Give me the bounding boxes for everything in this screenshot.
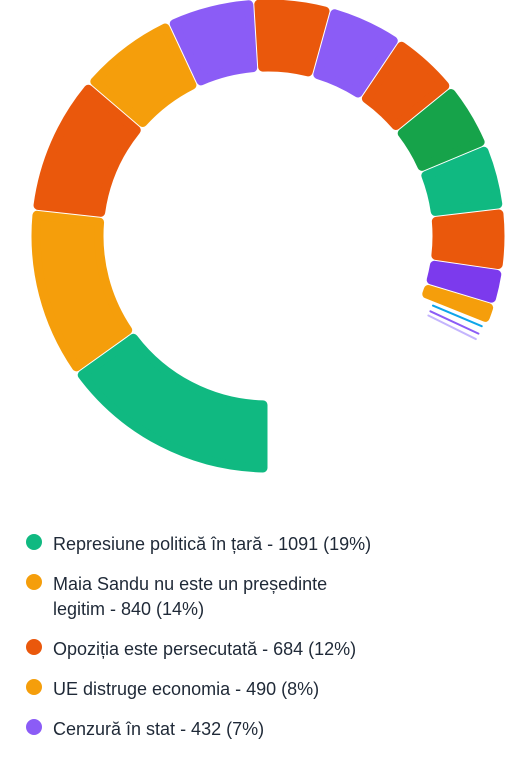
- legend-label: Cenzură în stat - 432 (7%): [53, 719, 265, 739]
- legend-swatch: [26, 719, 42, 735]
- donut-slice[interactable]: [313, 9, 398, 98]
- legend-swatch: [26, 534, 42, 550]
- donut-slice[interactable]: [254, 0, 330, 77]
- donut-slice[interactable]: [421, 146, 503, 216]
- donut-chart: [31, 0, 505, 473]
- legend-item[interactable]: Maia Sandu nu este un președinte legitim…: [26, 572, 506, 622]
- legend-item[interactable]: Cenzură în stat - 432 (7%): [26, 717, 506, 742]
- donut-slice[interactable]: [90, 23, 197, 128]
- legend-item[interactable]: UE distruge economia - 490 (8%): [26, 677, 506, 702]
- donut-slice[interactable]: [426, 260, 502, 303]
- legend-label: Maia Sandu nu este un președinte legitim…: [53, 574, 328, 619]
- donut-slice[interactable]: [429, 310, 480, 335]
- legend-item[interactable]: Represiune politică în țară - 1091 (19%): [26, 532, 506, 557]
- donut-slice[interactable]: [77, 333, 268, 473]
- donut-slice[interactable]: [431, 209, 505, 269]
- donut-slice[interactable]: [169, 0, 258, 86]
- legend-swatch: [26, 639, 42, 655]
- donut-slice[interactable]: [33, 84, 141, 217]
- donut-slice[interactable]: [31, 210, 133, 372]
- legend-swatch: [26, 574, 42, 590]
- legend-label: Opoziția este persecutată - 684 (12%): [53, 639, 357, 659]
- legend-item[interactable]: Opoziția este persecutată - 684 (12%): [26, 637, 506, 662]
- legend-label: Represiune politică în țară - 1091 (19%): [53, 534, 372, 554]
- donut-slice[interactable]: [422, 285, 494, 322]
- legend-swatch: [26, 679, 42, 695]
- donut-slice[interactable]: [427, 314, 477, 341]
- donut-slice[interactable]: [431, 304, 483, 328]
- legend-label: UE distruge economia - 490 (8%): [53, 679, 320, 699]
- donut-slice[interactable]: [361, 41, 450, 131]
- chart-legend: Represiune politică în țară - 1091 (19%)…: [26, 532, 506, 757]
- donut-slice[interactable]: [397, 89, 485, 171]
